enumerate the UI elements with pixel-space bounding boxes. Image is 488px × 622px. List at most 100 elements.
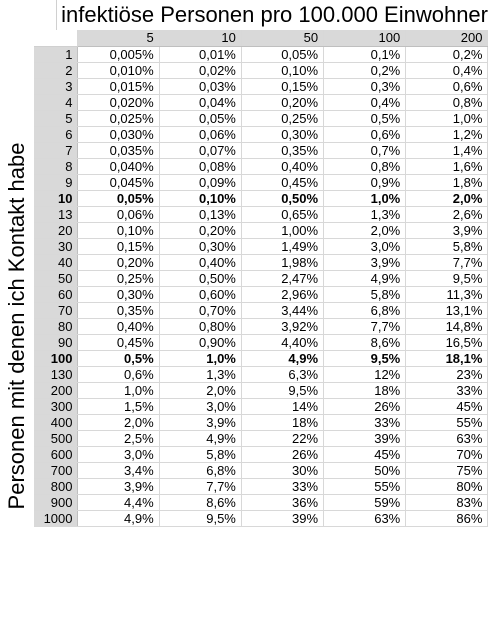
row-header-cell[interactable]: 800 — [34, 478, 78, 495]
value-cell[interactable]: 0,025% — [77, 110, 160, 127]
value-cell[interactable]: 63% — [405, 430, 488, 447]
value-cell[interactable]: 4,40% — [241, 334, 325, 351]
value-cell[interactable]: 0,50% — [159, 270, 242, 287]
row-header-cell[interactable]: 60 — [34, 286, 78, 303]
value-cell[interactable]: 33% — [323, 414, 407, 431]
value-cell[interactable]: 50% — [323, 462, 407, 479]
row-header-cell[interactable]: 50 — [34, 270, 78, 287]
value-cell[interactable]: 36% — [241, 494, 325, 511]
value-cell[interactable]: 4,4% — [77, 494, 160, 511]
column-header-cell[interactable]: 5 — [77, 30, 160, 47]
value-cell[interactable]: 0,25% — [241, 110, 325, 127]
value-cell[interactable]: 0,15% — [241, 78, 325, 95]
value-cell[interactable]: 0,30% — [241, 126, 325, 143]
value-cell[interactable]: 0,35% — [241, 142, 325, 159]
value-cell[interactable]: 0,90% — [159, 334, 242, 351]
value-cell[interactable]: 11,3% — [405, 286, 488, 303]
value-cell[interactable]: 0,70% — [159, 302, 242, 319]
row-header-cell[interactable]: 3 — [34, 78, 78, 95]
value-cell[interactable]: 59% — [323, 494, 407, 511]
value-cell[interactable]: 1,00% — [241, 222, 325, 239]
value-cell[interactable]: 0,30% — [159, 238, 242, 255]
value-cell[interactable]: 0,6% — [77, 366, 160, 383]
value-cell[interactable]: 0,045% — [77, 174, 160, 191]
value-cell[interactable]: 22% — [241, 430, 325, 447]
value-cell[interactable]: 3,9% — [159, 414, 242, 431]
value-cell[interactable]: 2,0% — [405, 190, 488, 207]
value-cell[interactable]: 45% — [405, 398, 488, 415]
value-cell[interactable]: 0,50% — [241, 190, 325, 207]
value-cell[interactable]: 0,10% — [241, 62, 325, 79]
value-cell[interactable]: 0,5% — [323, 110, 407, 127]
value-cell[interactable]: 4,9% — [159, 430, 242, 447]
row-header-cell[interactable]: 200 — [34, 382, 78, 399]
value-cell[interactable]: 0,6% — [405, 78, 488, 95]
value-cell[interactable]: 0,05% — [159, 110, 242, 127]
value-cell[interactable]: 33% — [405, 382, 488, 399]
value-cell[interactable]: 1,0% — [405, 110, 488, 127]
value-cell[interactable]: 0,13% — [159, 206, 242, 223]
value-cell[interactable]: 0,05% — [77, 190, 160, 207]
value-cell[interactable]: 0,3% — [323, 78, 407, 95]
row-header-cell[interactable]: 8 — [34, 158, 78, 175]
value-cell[interactable]: 0,08% — [159, 158, 242, 175]
value-cell[interactable]: 2,0% — [159, 382, 242, 399]
value-cell[interactable]: 3,44% — [241, 302, 325, 319]
value-cell[interactable]: 0,6% — [323, 126, 407, 143]
value-cell[interactable]: 0,20% — [159, 222, 242, 239]
value-cell[interactable]: 1,5% — [77, 398, 160, 415]
value-cell[interactable]: 3,4% — [77, 462, 160, 479]
value-cell[interactable]: 13,1% — [405, 302, 488, 319]
value-cell[interactable]: 0,09% — [159, 174, 242, 191]
row-header-cell[interactable]: 80 — [34, 318, 78, 335]
value-cell[interactable]: 1,0% — [159, 350, 242, 367]
value-cell[interactable]: 9,5% — [323, 350, 407, 367]
corner-cell[interactable] — [0, 0, 58, 30]
row-header-cell[interactable]: 500 — [34, 430, 78, 447]
row-header-cell[interactable]: 400 — [34, 414, 78, 431]
value-cell[interactable]: 4,9% — [323, 270, 407, 287]
value-cell[interactable]: 0,65% — [241, 206, 325, 223]
row-header-cell[interactable]: 2 — [34, 62, 78, 79]
value-cell[interactable]: 0,02% — [159, 62, 242, 79]
value-cell[interactable]: 0,30% — [77, 286, 160, 303]
value-cell[interactable]: 83% — [405, 494, 488, 511]
row-header-cell[interactable]: 10 — [34, 190, 78, 207]
value-cell[interactable]: 0,35% — [77, 302, 160, 319]
column-header-cell[interactable]: 100 — [323, 30, 407, 47]
value-cell[interactable]: 1,3% — [159, 366, 242, 383]
value-cell[interactable]: 1,8% — [405, 174, 488, 191]
row-header-cell[interactable]: 90 — [34, 334, 78, 351]
value-cell[interactable]: 0,035% — [77, 142, 160, 159]
value-cell[interactable]: 0,2% — [405, 46, 488, 63]
value-cell[interactable]: 0,15% — [77, 238, 160, 255]
value-cell[interactable]: 3,9% — [323, 254, 407, 271]
row-header-cell[interactable]: 6 — [34, 126, 78, 143]
value-cell[interactable]: 26% — [241, 446, 325, 463]
value-cell[interactable]: 8,6% — [323, 334, 407, 351]
value-cell[interactable]: 0,4% — [405, 62, 488, 79]
value-cell[interactable]: 0,04% — [159, 94, 242, 111]
value-cell[interactable]: 23% — [405, 366, 488, 383]
table-title[interactable]: infektiöse Personen pro 100.000 Einwohne… — [61, 2, 488, 27]
value-cell[interactable]: 63% — [323, 510, 407, 527]
value-cell[interactable]: 30% — [241, 462, 325, 479]
row-header-cell[interactable]: 13 — [34, 206, 78, 223]
value-cell[interactable]: 18,1% — [405, 350, 488, 367]
value-cell[interactable]: 0,10% — [159, 190, 242, 207]
value-cell[interactable]: 3,9% — [405, 222, 488, 239]
value-cell[interactable]: 2,0% — [77, 414, 160, 431]
value-cell[interactable]: 0,25% — [77, 270, 160, 287]
value-cell[interactable]: 0,020% — [77, 94, 160, 111]
value-cell[interactable]: 9,5% — [241, 382, 325, 399]
value-cell[interactable]: 3,0% — [159, 398, 242, 415]
value-cell[interactable]: 0,8% — [323, 158, 407, 175]
value-cell[interactable]: 18% — [241, 414, 325, 431]
row-header-cell[interactable]: 5 — [34, 110, 78, 127]
value-cell[interactable]: 0,20% — [77, 254, 160, 271]
value-cell[interactable]: 0,80% — [159, 318, 242, 335]
value-cell[interactable]: 0,5% — [77, 350, 160, 367]
value-cell[interactable]: 45% — [323, 446, 407, 463]
row-header-cell[interactable]: 9 — [34, 174, 78, 191]
value-cell[interactable]: 0,9% — [323, 174, 407, 191]
